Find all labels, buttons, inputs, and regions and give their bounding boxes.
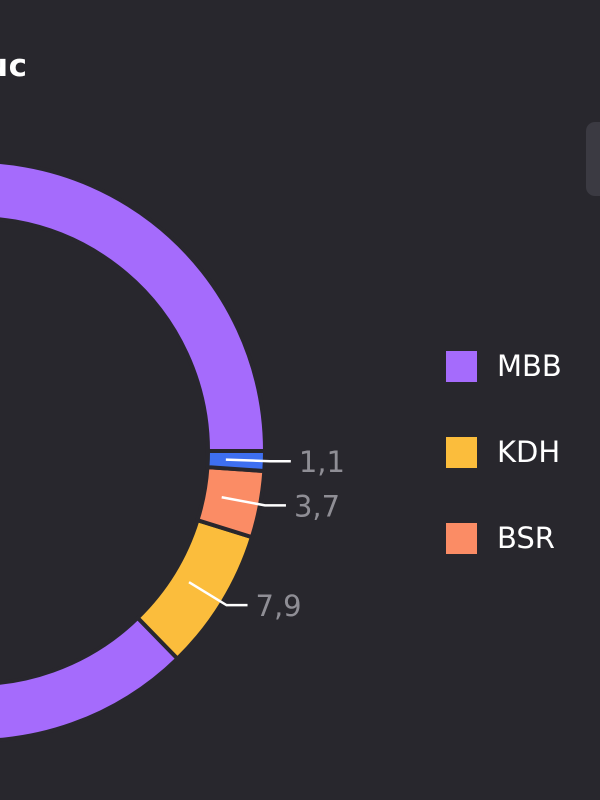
- page-title: ục: [0, 48, 28, 84]
- legend-label: KDH: [497, 435, 561, 469]
- slice-kdh[interactable]: [134, 517, 255, 662]
- leader-line-kdh: [188, 581, 248, 607]
- leader-line-bsr: [221, 496, 286, 507]
- legend-swatch: [446, 523, 477, 554]
- legend-swatch: [446, 351, 477, 382]
- value-label-kdh: 7,9: [256, 589, 302, 623]
- slice-mbb[interactable]: [0, 160, 268, 742]
- side-scroll-tab[interactable]: [586, 122, 600, 196]
- legend-label: BSR: [497, 521, 555, 555]
- legend-label: MBB: [497, 349, 562, 383]
- value-label-bsr: 3,7: [294, 489, 340, 523]
- leader-lines: [188, 458, 291, 607]
- leader-line-other: [225, 458, 291, 463]
- value-labels: 7,9 3,7 1,1: [256, 445, 345, 623]
- legend-swatch: [446, 437, 477, 468]
- donut-slices: [0, 160, 268, 742]
- value-label-other: 1,1: [299, 445, 345, 479]
